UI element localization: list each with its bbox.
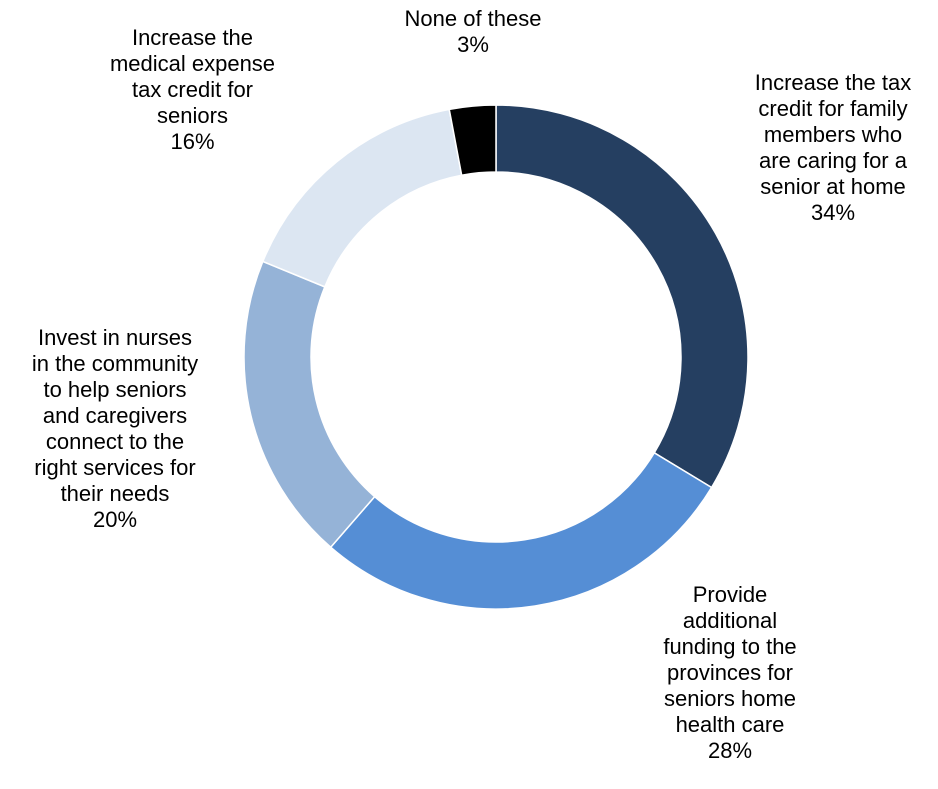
donut-slice-provincial-funding — [329, 451, 713, 610]
slice-value-label: 34% — [810, 200, 856, 225]
donut-slice-tax-credit-family — [495, 104, 749, 489]
donut-slice-medical-expense — [261, 108, 463, 288]
slice-value-label: 3% — [457, 32, 489, 57]
slice-label-none-of-these: None of these 3% — [373, 6, 573, 58]
slice-value-label: 16% — [170, 129, 215, 154]
slice-label-tax-credit-family: Increase the tax credit for family membe… — [728, 70, 938, 226]
slice-label-medical-expense: Increase the medical expense tax credit … — [100, 25, 285, 155]
slice-value-label: 28% — [707, 738, 753, 763]
slice-label-invest-nurses: Invest in nurses in the community to hel… — [0, 325, 230, 533]
donut-slice-none-of-these — [448, 104, 497, 177]
donut-slice-invest-nurses — [243, 260, 376, 549]
slice-value-label: 20% — [92, 507, 138, 532]
slice-label-provincial-funding: Provide additional funding to the provin… — [630, 582, 830, 764]
